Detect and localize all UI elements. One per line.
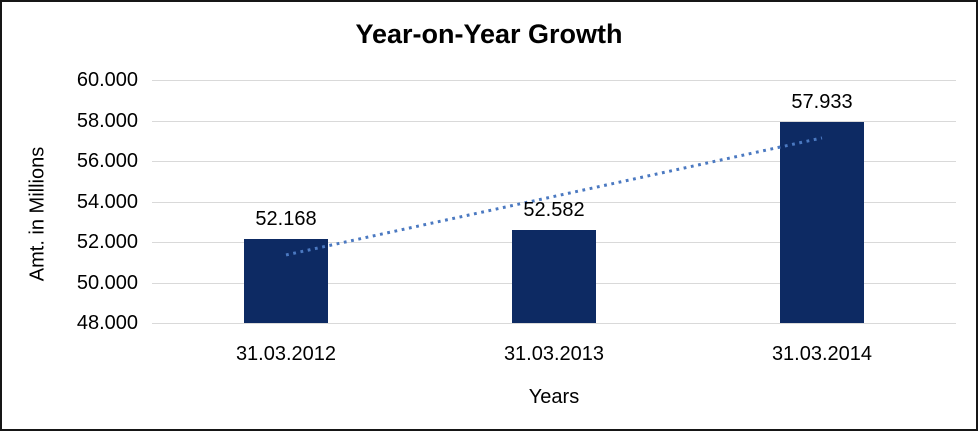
- y-tick-label: 48.000: [76, 312, 138, 334]
- x-tick-label-2013: 31.03.2013: [503, 343, 605, 365]
- bar-2013: [512, 230, 596, 323]
- gridline: [152, 80, 956, 81]
- y-tick-label: 50.000: [76, 271, 138, 294]
- data-label-2014: 57.933: [791, 90, 853, 113]
- y-tick-label: 54.000: [76, 190, 138, 213]
- plot-area: 52.168 52.582 57.933: [152, 80, 956, 324]
- gridline: [152, 323, 956, 324]
- gridline: [152, 120, 956, 122]
- y-tick-label: 56.000: [76, 150, 138, 172]
- data-label-2012: 52.168: [255, 207, 317, 230]
- y-tick-label: 60.000: [76, 69, 138, 91]
- x-tick-label-2014: 31.03.2014: [771, 343, 873, 365]
- x-tick-label-2012: 31.03.2012: [235, 343, 337, 365]
- y-tick-label: 58.000: [76, 109, 138, 132]
- chart-title: Year-on-Year Growth: [355, 19, 623, 49]
- data-label-2013: 52.582: [523, 199, 585, 222]
- y-tick-label: 52.000: [76, 231, 138, 253]
- x-axis-title: Years: [528, 386, 580, 408]
- bar-2014: [780, 121, 864, 323]
- bar-2012: [244, 238, 328, 323]
